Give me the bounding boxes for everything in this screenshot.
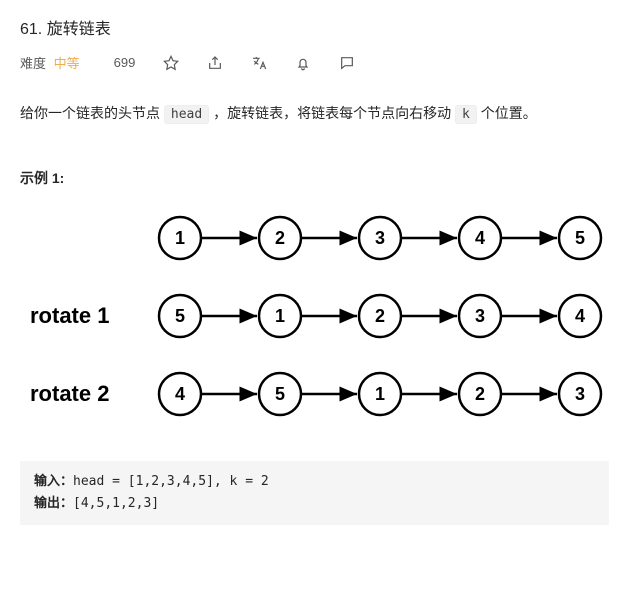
translate-icon bbox=[251, 55, 267, 71]
inline-code-k: k bbox=[455, 105, 477, 124]
svg-text:4: 4 bbox=[175, 384, 185, 404]
svg-text:2: 2 bbox=[475, 384, 485, 404]
svg-text:2: 2 bbox=[375, 306, 385, 326]
share-button[interactable] bbox=[207, 55, 223, 71]
input-label: 输入： bbox=[34, 474, 73, 489]
feedback-button[interactable] bbox=[339, 55, 355, 71]
problem-title: 61. 旋转链表 bbox=[20, 15, 609, 39]
svg-text:2: 2 bbox=[275, 228, 285, 248]
svg-text:rotate 2: rotate 2 bbox=[30, 381, 109, 406]
diagram-svg: 1 2 3 4 5 rotate 1 5 1 2 3 4 rotate 2 4 5 1 2 3 bbox=[20, 208, 620, 446]
svg-text:1: 1 bbox=[275, 306, 285, 326]
likes-count: 699 bbox=[114, 55, 136, 70]
svg-text:4: 4 bbox=[575, 306, 585, 326]
share-icon bbox=[207, 55, 223, 71]
code-output-line: 输出：[4,5,1,2,3] bbox=[34, 493, 595, 515]
desc-text: 给你一个链表的头节点 bbox=[20, 105, 164, 121]
svg-text:4: 4 bbox=[475, 228, 485, 248]
likes-button[interactable]: 699 bbox=[108, 55, 136, 70]
svg-text:3: 3 bbox=[575, 384, 585, 404]
desc-text: 个位置。 bbox=[477, 105, 537, 121]
favorite-button[interactable] bbox=[163, 55, 179, 71]
comment-icon bbox=[339, 55, 355, 71]
svg-text:rotate 1: rotate 1 bbox=[30, 303, 109, 328]
desc-text: ，旋转链表，将链表每个节点向右移动 bbox=[209, 105, 455, 121]
bell-icon bbox=[295, 55, 311, 71]
output-label: 输出： bbox=[34, 496, 73, 511]
example-code-block: 输入：head = [1,2,3,4,5], k = 2 输出：[4,5,1,2… bbox=[20, 461, 609, 525]
difficulty-value: 中等 bbox=[54, 56, 80, 71]
problem-description: 给你一个链表的头节点 head ，旋转链表，将链表每个节点向右移动 k 个位置。 bbox=[20, 100, 609, 128]
meta-row: 难度 中等 699 bbox=[20, 53, 609, 72]
svg-text:3: 3 bbox=[475, 306, 485, 326]
svg-text:5: 5 bbox=[275, 384, 285, 404]
svg-text:5: 5 bbox=[175, 306, 185, 326]
problem-name: 旋转链表 bbox=[47, 21, 111, 38]
problem-number: 61. bbox=[20, 21, 42, 38]
output-value: [4,5,1,2,3] bbox=[73, 496, 159, 511]
inline-code-head: head bbox=[164, 105, 209, 124]
translate-button[interactable] bbox=[251, 55, 267, 71]
input-value: head = [1,2,3,4,5], k = 2 bbox=[73, 474, 269, 489]
difficulty-label: 难度 bbox=[20, 56, 46, 71]
svg-text:3: 3 bbox=[375, 228, 385, 248]
svg-text:5: 5 bbox=[575, 228, 585, 248]
svg-text:1: 1 bbox=[175, 228, 185, 248]
svg-text:1: 1 bbox=[375, 384, 385, 404]
difficulty: 难度 中等 bbox=[20, 53, 80, 72]
example-title: 示例 1: bbox=[20, 168, 609, 188]
code-input-line: 输入：head = [1,2,3,4,5], k = 2 bbox=[34, 471, 595, 493]
linked-list-diagram: 1 2 3 4 5 rotate 1 5 1 2 3 4 rotate 2 4 5 1 2 3 bbox=[20, 208, 609, 451]
notify-button[interactable] bbox=[295, 55, 311, 71]
star-icon bbox=[163, 55, 179, 71]
